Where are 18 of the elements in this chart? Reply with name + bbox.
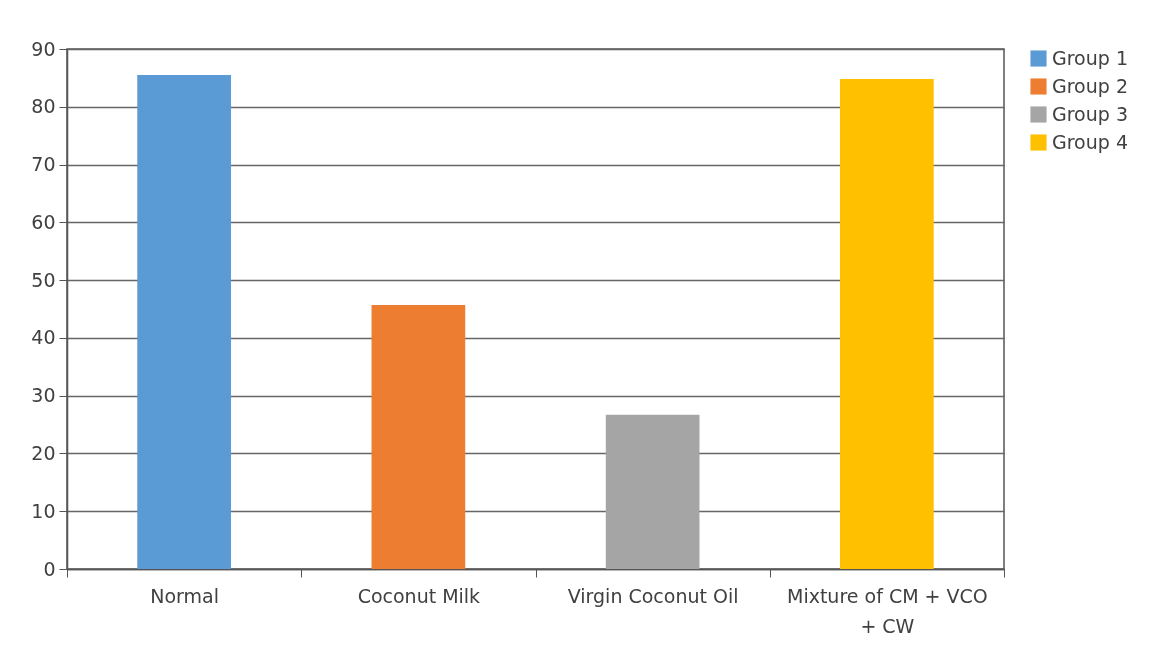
- y-tick-label: 0: [43, 557, 56, 580]
- x-tick-label: Virgin Coconut Oil: [567, 584, 739, 607]
- y-tick-label: 10: [31, 499, 56, 522]
- legend-label: Group 1: [1052, 46, 1128, 69]
- y-tick-label: 20: [31, 441, 56, 464]
- y-tick-label: 40: [31, 326, 56, 349]
- y-tick-label: 70: [31, 153, 56, 176]
- y-tick-label: 30: [31, 384, 56, 407]
- legend-label: Group 3: [1052, 102, 1128, 125]
- y-tick-label: 90: [31, 37, 56, 60]
- x-tick-label: Mixture of CM + VCO + CW: [786, 584, 988, 637]
- y-tick-label: 60: [31, 210, 56, 233]
- legend-label: Group 4: [1052, 130, 1128, 153]
- x-tick-label: Normal: [150, 584, 219, 607]
- x-tick-label: Coconut Milk: [357, 584, 481, 607]
- y-tick-label: 80: [31, 95, 56, 118]
- y-tick-label: 50: [31, 268, 56, 291]
- legend-label: Group 2: [1052, 74, 1128, 97]
